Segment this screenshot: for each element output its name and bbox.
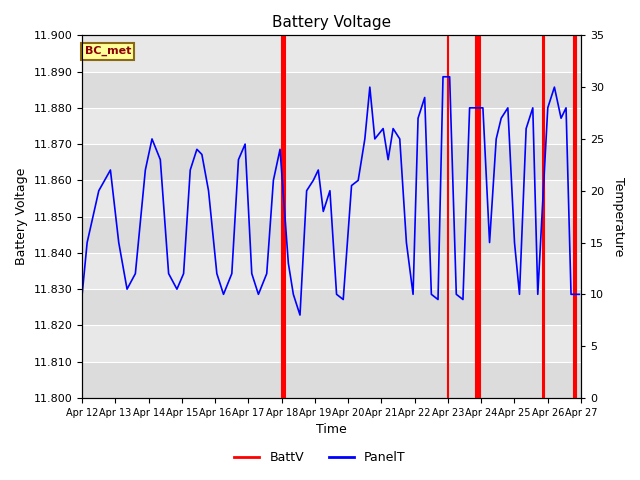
- Legend: BattV, PanelT: BattV, PanelT: [229, 446, 411, 469]
- Bar: [82, 289, 581, 325]
- Bar: [82, 144, 581, 180]
- Text: BC_met: BC_met: [84, 46, 131, 57]
- Bar: [82, 108, 581, 144]
- X-axis label: Time: Time: [316, 423, 347, 436]
- Title: Battery Voltage: Battery Voltage: [272, 15, 391, 30]
- Bar: [82, 36, 581, 72]
- Bar: [82, 216, 581, 253]
- Bar: [82, 72, 581, 108]
- Bar: [82, 253, 581, 289]
- Y-axis label: Battery Voltage: Battery Voltage: [15, 168, 28, 265]
- Bar: [82, 361, 581, 398]
- Bar: [82, 180, 581, 216]
- Bar: [82, 325, 581, 361]
- Y-axis label: Temperature: Temperature: [612, 177, 625, 256]
